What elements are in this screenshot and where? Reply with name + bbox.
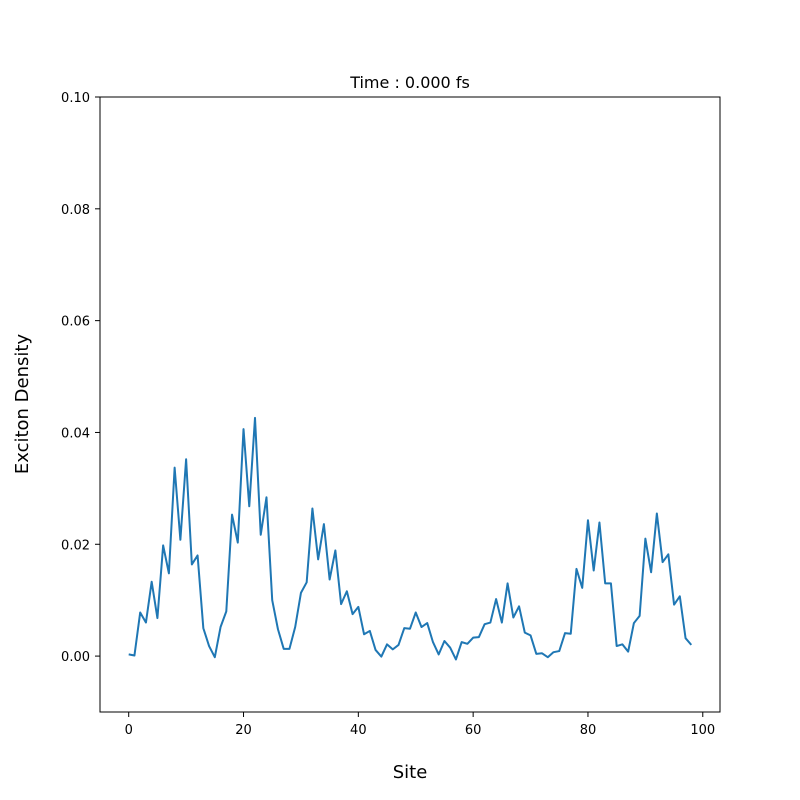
y-tick-label: 0.04 (61, 426, 90, 441)
x-axis-title: Site (393, 762, 428, 783)
x-tick-label: 20 (235, 723, 252, 738)
y-tick-label: 0.08 (61, 203, 90, 218)
y-tick-label: 0.10 (61, 91, 90, 106)
x-tick-label: 60 (465, 723, 482, 738)
chart-title: Time : 0.000 fs (349, 73, 470, 92)
series-line-0 (128, 416, 693, 661)
y-tick-label: 0.06 (61, 315, 90, 330)
x-tick-label: 100 (690, 723, 715, 738)
x-tick-label: 0 (125, 723, 133, 738)
y-axis-title: Exciton Density (12, 334, 33, 475)
y-tick-label: 0.02 (61, 538, 90, 553)
plot-area (128, 416, 693, 661)
axes-frame (99, 96, 721, 713)
y-tick-label: 0.00 (61, 650, 90, 665)
x-tick-label: 40 (350, 723, 367, 738)
x-tick-label: 80 (580, 723, 597, 738)
